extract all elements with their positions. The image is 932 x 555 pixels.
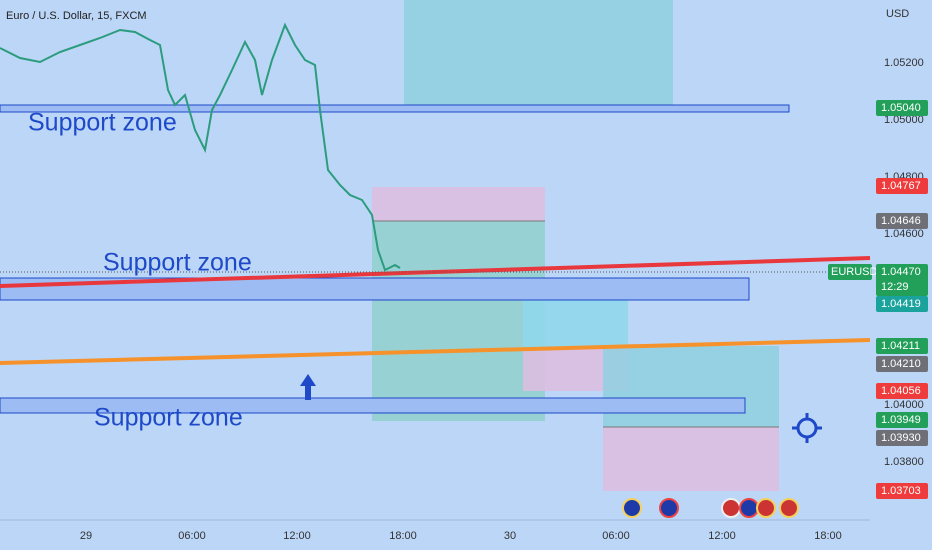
support-rect[interactable] [0,104,790,113]
event-flags[interactable] [622,498,799,518]
badge-bg [876,356,928,372]
symbol-title: Euro / U.S. Dollar, 15, FXCM [6,10,147,22]
badge-bg [876,483,928,499]
price-badge: 1.04767 [876,178,928,194]
symbol-badge: EURUSD 1.04470 12:29 [828,264,928,296]
annotation[interactable]: Support zone [28,109,177,137]
badge-text: 1.04646 [881,215,921,227]
price-badge: 1.04210 [876,356,928,372]
countdown: 12:29 [881,281,909,293]
stop-zone[interactable] [372,187,545,221]
badge-text: 1.04056 [881,385,921,397]
symbol-bg [828,264,872,280]
badge-bg [876,412,928,428]
time-label: 12:00 [708,530,736,542]
price-badge: 1.03949 [876,412,928,428]
price-label: 1.05200 [884,57,924,69]
badge-bg [876,383,928,399]
price-badge: 1.04211 [876,338,928,354]
range-box[interactable] [404,0,673,105]
badge-text: 1.04767 [881,180,921,192]
badge-text: 1.04419 [881,298,921,310]
crosshair-icon[interactable] [792,413,822,443]
annotation[interactable]: Support zone [94,404,243,432]
price-label: 1.05000 [884,114,924,126]
price-badge: 1.04056 [876,383,928,399]
trend-line[interactable] [0,338,871,365]
badge-bg [876,100,928,116]
badge-bg [876,296,928,312]
badge-text: 1.04210 [881,358,921,370]
price-bg [876,264,928,296]
price-badge: 1.05040 [876,100,928,116]
time-axis-bg [0,520,932,550]
badge-bg [876,213,928,229]
badge-text: 1.03930 [881,432,921,444]
time-label: 06:00 [178,530,206,542]
price-badge: 1.03930 [876,430,928,446]
support-rect[interactable] [0,277,750,301]
price-label: 1.03800 [884,456,924,468]
price-label: 1.04000 [884,399,924,411]
time-label: 18:00 [814,530,842,542]
currency-label: USD [886,8,909,20]
time-label: 29 [80,530,92,542]
price-badge: 1.03703 [876,483,928,499]
support-rect[interactable] [0,397,746,414]
price-line [0,22,401,272]
time-label: 18:00 [389,530,417,542]
badge-text: 1.03949 [881,414,921,426]
badge-text: 1.03703 [881,485,921,497]
target-zone[interactable] [372,221,545,421]
up-arrow [300,374,316,400]
badge-bg [876,178,928,194]
badge-text: 1.04211 [881,340,920,352]
symbol-name: EURUSD [831,266,878,278]
annotation[interactable]: Support zone [103,249,252,277]
price-badge: 1.04646 [876,213,928,229]
symbol-price: 1.04470 [881,266,921,278]
badge-bg [876,430,928,446]
target-zone[interactable] [603,346,779,427]
time-label: 30 [504,530,516,542]
badge-bg [876,338,928,354]
time-label: 06:00 [602,530,630,542]
time-label: 12:00 [283,530,311,542]
price-label: 1.04600 [884,228,924,240]
badge-text: 1.05040 [881,102,921,114]
price-badge: 1.04419 [876,296,928,312]
stop-zone[interactable] [603,427,779,491]
